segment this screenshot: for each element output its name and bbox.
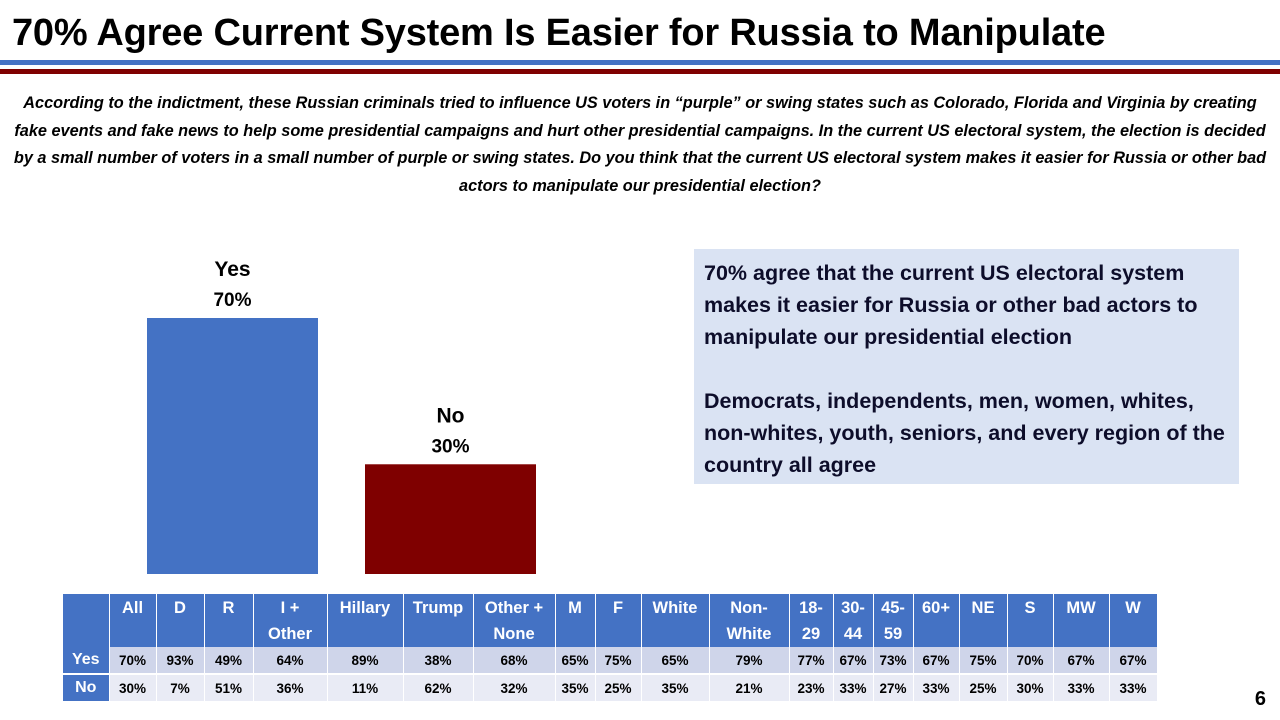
- title-rule-gap: [0, 65, 1280, 68]
- crosstab-column-header: F: [595, 594, 642, 647]
- crosstab-column-header: MW: [1053, 594, 1110, 647]
- crosstab-cell: 68%: [473, 647, 556, 675]
- crosstab-cell: 30%: [109, 674, 157, 701]
- crosstab-cell: 33%: [913, 674, 960, 701]
- crosstab-column-header: S: [1007, 594, 1054, 647]
- crosstab-cell: 77%: [789, 647, 834, 675]
- crosstab-cell: 38%: [403, 647, 474, 675]
- crosstab-column-header: Other + None: [473, 594, 556, 647]
- crosstab-cell: 65%: [641, 647, 710, 675]
- slide-title: 70% Agree Current System Is Easier for R…: [12, 12, 1106, 54]
- crosstab-cell: 67%: [913, 647, 960, 675]
- crosstab-cell: 35%: [641, 674, 710, 701]
- crosstab-column-header: M: [555, 594, 596, 647]
- crosstab-column-header: White: [641, 594, 710, 647]
- crosstab-cell: 27%: [873, 674, 914, 701]
- crosstab-cell: 62%: [403, 674, 474, 701]
- crosstab-cell: 89%: [327, 647, 404, 675]
- callout-headline: 70% agree that the current US electoral …: [704, 261, 1198, 349]
- crosstab-cell: 25%: [595, 674, 642, 701]
- crosstab-cell: 67%: [1053, 647, 1110, 675]
- crosstab-cell: 35%: [555, 674, 596, 701]
- crosstab-column-header: 30- 44: [833, 594, 874, 647]
- bar-value-label-no: 30%: [431, 436, 469, 457]
- crosstab-cell: 36%: [253, 674, 328, 701]
- bar-no: [365, 464, 536, 574]
- crosstab-column-header: R: [204, 594, 254, 647]
- crosstab-column-header: Non- White: [709, 594, 790, 647]
- crosstab-cell: 25%: [959, 674, 1008, 701]
- crosstab-cell: 67%: [833, 647, 874, 675]
- crosstab-cell: 75%: [595, 647, 642, 675]
- crosstab-row-no: No 30% 7% 51% 36% 11% 62% 32% 35% 25% 35% 21% 23% 33%…: [63, 674, 1158, 701]
- title-rule-blue: [0, 60, 1280, 65]
- crosstab-column-header: All: [109, 594, 157, 647]
- crosstab-cell: 93%: [156, 647, 205, 675]
- crosstab-column-header: Hillary: [327, 594, 404, 647]
- bar-yes: [147, 318, 318, 574]
- crosstab-cell: 65%: [555, 647, 596, 675]
- crosstab-column-header: I + Other: [253, 594, 328, 647]
- crosstab-cell: 11%: [327, 674, 404, 701]
- crosstab-cell: 23%: [789, 674, 834, 701]
- crosstab-cell: 7%: [156, 674, 205, 701]
- callout-detail: Democrats, independents, men, women, whi…: [704, 389, 1225, 477]
- bar-value-label-yes: 70%: [213, 290, 251, 311]
- crosstab-row-label: Yes: [63, 647, 110, 675]
- crosstab-column-header: W: [1109, 594, 1158, 647]
- crosstab-cell: 30%: [1007, 674, 1054, 701]
- crosstab-column-header: NE: [959, 594, 1008, 647]
- crosstab-cell: 49%: [204, 647, 254, 675]
- crosstab-corner: [63, 594, 110, 647]
- crosstab-cell: 67%: [1109, 647, 1158, 675]
- bar-category-label-yes: Yes: [214, 258, 250, 281]
- crosstab-cell: 51%: [204, 674, 254, 701]
- survey-question: According to the indictment, these Russi…: [13, 94, 1267, 195]
- bar-category-label-no: No: [437, 404, 465, 427]
- crosstab-table: All D R I + Other Hillary Trump Other + None M F Wh…: [63, 594, 1158, 701]
- crosstab-column-header: 18- 29: [789, 594, 834, 647]
- crosstab-cell: 70%: [109, 647, 157, 675]
- crosstab-cell: 70%: [1007, 647, 1054, 675]
- crosstab-cell: 33%: [1053, 674, 1110, 701]
- crosstab-cell: 75%: [959, 647, 1008, 675]
- crosstab-header-row: All D R I + Other Hillary Trump Other + None M F Wh…: [63, 594, 1158, 647]
- crosstab-cell: 64%: [253, 647, 328, 675]
- crosstab-row-yes: Yes 70% 93% 49% 64% 89% 38% 68% 65% 75% 65% 79% 77% 6…: [63, 647, 1158, 675]
- crosstab-column-header: 60+: [913, 594, 960, 647]
- summary-callout: 70% agree that the current US electoral …: [694, 249, 1239, 484]
- bar-chart: Yes 70% No 30%: [147, 258, 536, 574]
- crosstab-column-header: D: [156, 594, 205, 647]
- crosstab-cell: 32%: [473, 674, 556, 701]
- crosstab-cell: 33%: [1109, 674, 1158, 701]
- crosstab-cell: 79%: [709, 647, 790, 675]
- crosstab-cell: 33%: [833, 674, 874, 701]
- crosstab-column-header: Trump: [403, 594, 474, 647]
- title-rule-red: [0, 69, 1280, 74]
- page-number: 6: [1254, 688, 1266, 710]
- crosstab-row-label: No: [63, 674, 110, 701]
- crosstab-cell: 21%: [709, 674, 790, 701]
- crosstab-column-header: 45- 59: [873, 594, 914, 647]
- crosstab-cell: 73%: [873, 647, 914, 675]
